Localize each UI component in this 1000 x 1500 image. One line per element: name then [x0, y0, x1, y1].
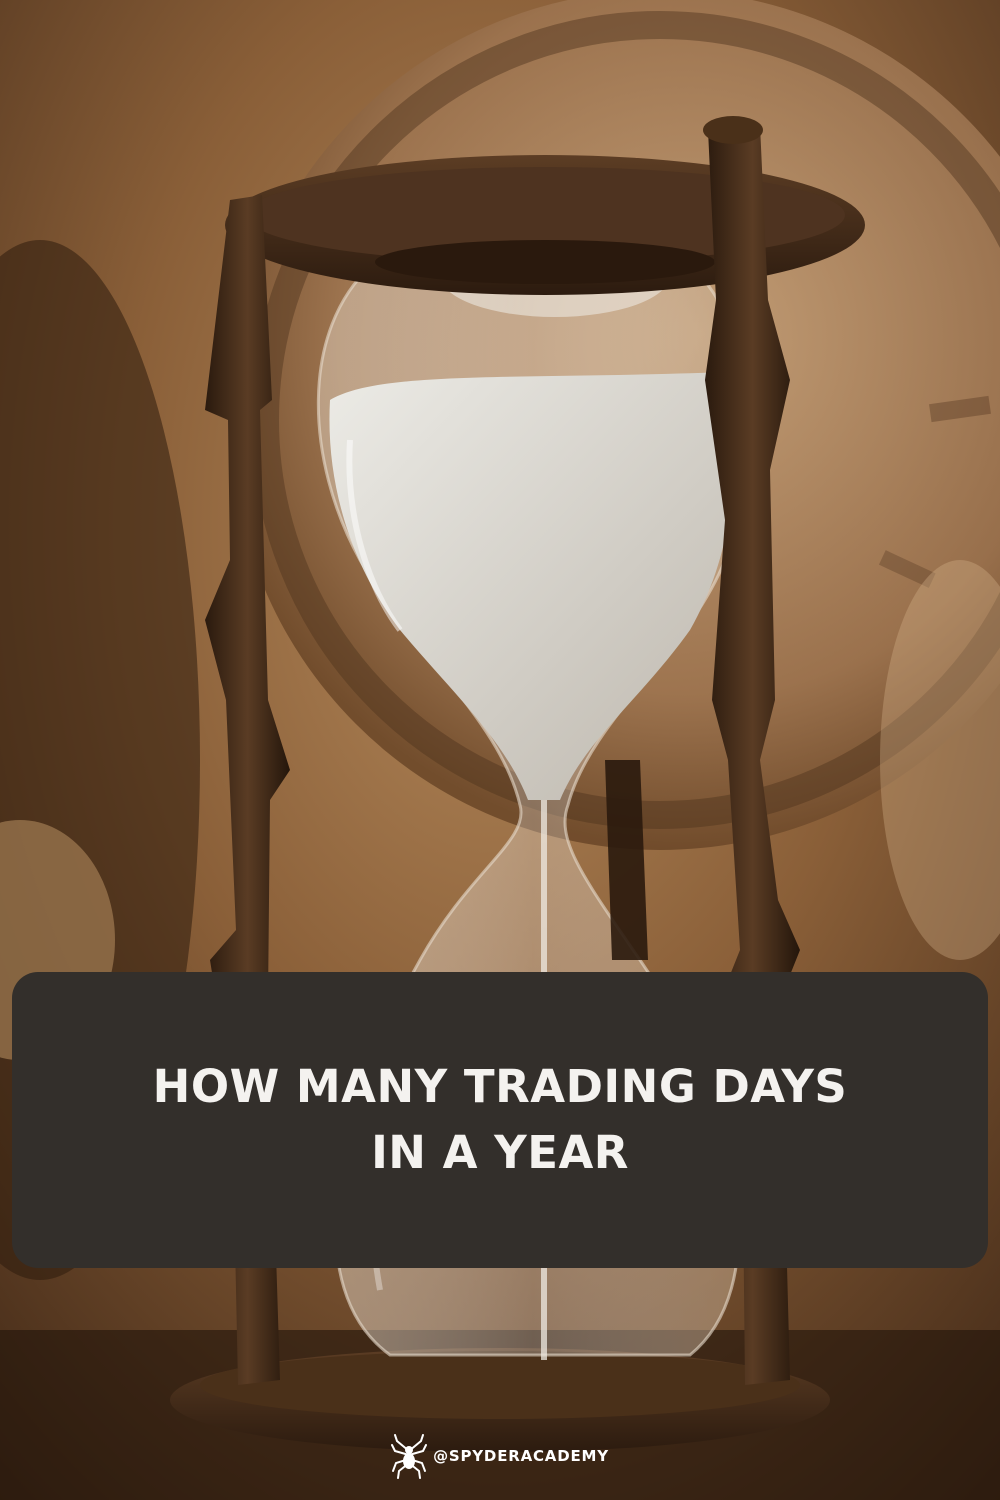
handle-text: @SPYDERACADEMY	[433, 1447, 609, 1465]
brand-handle[interactable]: @SPYDERACADEMY	[0, 1432, 1000, 1480]
hourglass-sand	[329, 372, 734, 800]
title-panel: HOW MANY TRADING DAYS IN A YEAR	[12, 972, 988, 1268]
title-line-2: IN A YEAR	[371, 1126, 629, 1179]
title-line-1: HOW MANY TRADING DAYS	[152, 1060, 848, 1113]
spider-icon	[391, 1434, 428, 1479]
hourglass-back-post	[605, 760, 648, 960]
